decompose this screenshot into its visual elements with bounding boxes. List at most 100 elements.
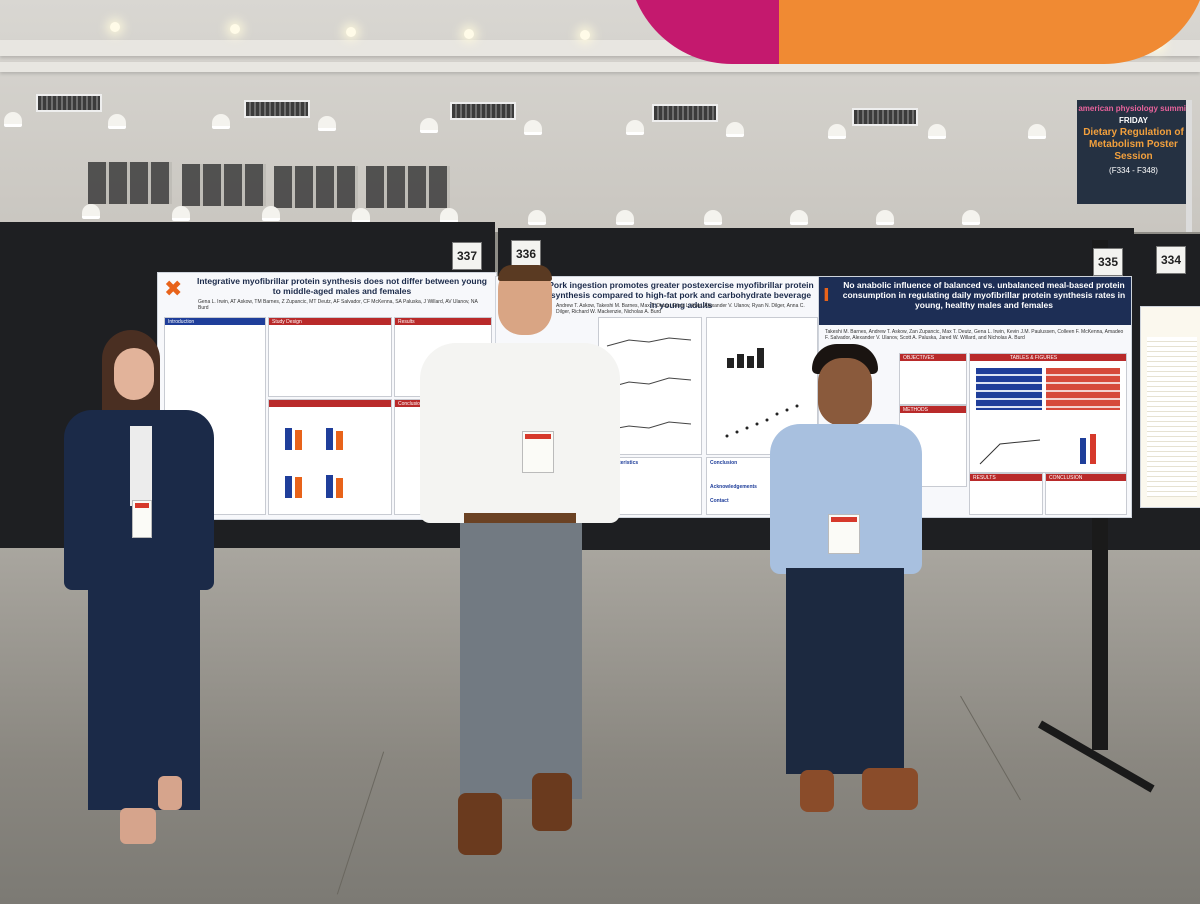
pendant-lamp — [108, 114, 126, 129]
air-vent — [852, 108, 918, 126]
poster-section: Study Design — [268, 317, 392, 397]
section-heading: Conclusion — [710, 460, 738, 466]
illinois-logo-icon: ✖ — [164, 277, 183, 302]
section-heading: Introduction — [168, 319, 195, 325]
pendant-lamp — [212, 114, 230, 129]
poster-section: TABLES & FIGURES — [969, 353, 1127, 473]
board-number: 335 — [1093, 248, 1123, 276]
section-heading: TABLES & FIGURES — [1010, 355, 1058, 361]
pendant-lamp — [82, 204, 100, 219]
name-badge — [522, 431, 554, 473]
presenter-man-center — [420, 265, 620, 860]
shoe — [800, 770, 834, 812]
pendant-lamp — [726, 122, 744, 137]
poster-text-block — [1147, 337, 1197, 497]
hall-floor — [0, 548, 1200, 904]
hair — [498, 265, 552, 281]
section-heading: Results — [398, 319, 415, 325]
skylight — [366, 166, 450, 208]
name-badge — [132, 500, 152, 538]
navy-trousers — [786, 568, 904, 774]
section-heading: Acknowledgements — [710, 484, 757, 490]
section-heading: Conclusion — [398, 401, 423, 407]
shoe — [458, 793, 502, 855]
foot — [158, 776, 182, 810]
foot — [120, 808, 156, 844]
chart-bar — [1080, 438, 1086, 464]
chart-bar — [326, 475, 333, 498]
sign-day: FRIDAY — [1118, 116, 1149, 125]
skylight — [274, 166, 358, 208]
poster-authors: Takeshi M. Barnes, Andrew T. Askow, Zan … — [825, 329, 1124, 341]
bar-chart — [285, 420, 343, 450]
chart-bar — [295, 430, 302, 450]
chart-bar — [336, 431, 343, 450]
bar-chart — [727, 338, 764, 368]
chart-bar — [285, 476, 292, 498]
illinois-logo-icon: I — [823, 285, 830, 306]
presenter-man-right — [770, 344, 926, 814]
graph-line — [606, 337, 692, 347]
sign-brand: american physiology summit — [1078, 104, 1189, 113]
sign-session-title: Dietary Regulation of Metabolism Poster … — [1083, 127, 1184, 162]
graph-line — [606, 377, 692, 389]
shoe — [532, 773, 572, 831]
shoe — [862, 768, 918, 810]
ceiling-light — [230, 24, 240, 34]
chart-bar — [326, 428, 333, 450]
poster-title: Pork ingestion promotes greater postexer… — [548, 280, 814, 310]
face — [818, 358, 872, 426]
section-heading: RESULTS — [973, 475, 996, 481]
chart-bar — [285, 428, 292, 450]
chart-bar — [727, 358, 734, 368]
pendant-lamp — [528, 210, 546, 225]
pendant-lamp — [352, 208, 370, 223]
poster-title: Integrative myofibrillar protein synthes… — [197, 276, 487, 296]
poster-section: OBJECTIVES — [899, 353, 967, 405]
poster-section: RESULTS — [969, 473, 1043, 515]
chart-bar — [295, 477, 302, 498]
white-shirt — [420, 343, 620, 523]
pendant-lamp — [626, 120, 644, 135]
scatter-plot — [725, 404, 799, 438]
section-heading: METHODS — [903, 407, 928, 413]
skylight — [88, 162, 172, 204]
pendant-lamp — [1028, 124, 1046, 139]
pendant-lamp — [704, 210, 722, 225]
poster-section — [268, 399, 392, 515]
poster-section: CONCLUSION — [1045, 473, 1127, 515]
presenter-woman — [60, 330, 220, 870]
section-heading: CONCLUSION — [1049, 475, 1083, 481]
section-heading: Study Design — [272, 319, 302, 325]
chart-bar — [747, 356, 754, 368]
pendant-lamp — [262, 206, 280, 221]
air-vent — [244, 100, 310, 118]
air-vent — [450, 102, 516, 120]
belt — [464, 513, 576, 523]
board-number: 334 — [1156, 246, 1186, 274]
graph-line — [979, 439, 1041, 465]
ceiling-light — [346, 27, 356, 37]
session-sign: american physiology summit FRIDAY Dietar… — [1077, 100, 1190, 204]
data-table — [1046, 368, 1120, 410]
poster-header — [819, 277, 1131, 325]
line-graphs — [606, 337, 692, 431]
chart-bar — [1090, 434, 1096, 464]
pendant-lamp — [790, 210, 808, 225]
poster-title: No anabolic influence of balanced vs. un… — [842, 280, 1126, 310]
pendant-lamp — [172, 206, 190, 221]
data-table — [976, 368, 1042, 410]
ceiling-light — [464, 29, 474, 39]
graph-line — [606, 421, 692, 431]
pendant-lamp — [962, 210, 980, 225]
section-heading: Characteristics — [602, 460, 639, 466]
skylight — [182, 164, 266, 206]
poster-authors: Gena L. Irwin, AT Askow, TM Barnes, Z Zu… — [198, 299, 478, 311]
lanyard — [520, 385, 554, 431]
ceiling-beam — [0, 62, 1200, 72]
sign-pole — [1186, 100, 1192, 232]
ceiling-light — [110, 22, 120, 32]
poster-board-334-partial — [1140, 306, 1200, 508]
pendant-lamp — [318, 116, 336, 131]
line-graph — [979, 434, 1096, 465]
